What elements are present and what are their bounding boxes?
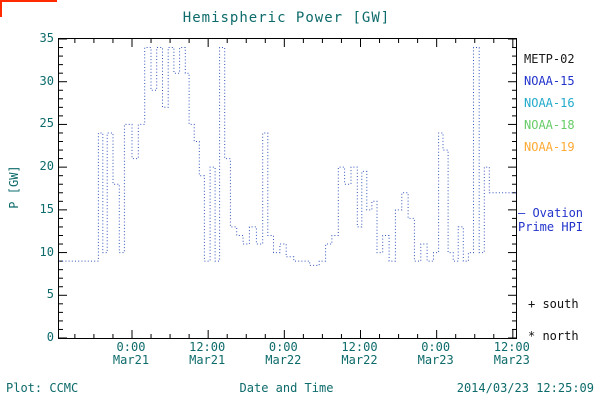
x-tick-time: 12:00 xyxy=(341,340,378,354)
hpi-step-line xyxy=(59,47,516,266)
satellite-legend: METP-02 NOAA-15 NOAA-16 NOAA-18 NOAA-19 xyxy=(524,48,575,158)
ovation-prime-note: — Ovation Prime HPI xyxy=(518,206,583,234)
y-tick-label: 35 xyxy=(39,31,54,45)
x-tick-time: 0:00 xyxy=(268,340,298,354)
y-tick-label: 15 xyxy=(39,201,54,216)
x-tick-time: 0:00 xyxy=(116,340,146,354)
y-tick-label: 20 xyxy=(39,159,54,174)
x-tick-date: Mar23 xyxy=(493,353,530,367)
x-tick-label: 12:00 Mar21 xyxy=(171,341,243,367)
generation-timestamp: 2014/03/23 12:25:09 xyxy=(456,381,594,395)
y-tick-label: 0 xyxy=(46,330,54,344)
corner-artifact-left xyxy=(0,0,2,17)
south-marker-note: + south xyxy=(528,297,579,311)
y-tick-label: 5 xyxy=(46,287,54,302)
legend-item-metp-02: METP-02 xyxy=(524,52,575,66)
y-tick-label: 10 xyxy=(39,244,54,259)
x-axis-title: Date and Time xyxy=(239,381,334,395)
plot-frame xyxy=(58,38,517,339)
y-tick-label: 25 xyxy=(39,116,54,131)
legend-item-noaa-18: NOAA-18 xyxy=(524,118,575,132)
y-axis-label: P [GW] xyxy=(7,165,21,209)
y-tick-label: 30 xyxy=(39,73,54,88)
legend-item-noaa-19: NOAA-19 xyxy=(524,140,575,154)
x-tick-time: 12:00 xyxy=(189,340,226,354)
x-tick-label: 12:00 Mar22 xyxy=(323,341,395,367)
north-marker-note: * north xyxy=(528,329,579,343)
x-tick-date: Mar22 xyxy=(265,353,302,367)
x-tick-label: 0:00 Mar22 xyxy=(247,341,319,367)
x-tick-date: Mar21 xyxy=(112,353,150,367)
ovation-note-line1: — Ovation xyxy=(518,206,584,220)
legend-item-noaa-16: NOAA-16 xyxy=(524,96,575,110)
x-tick-time: 12:00 xyxy=(493,340,530,354)
corner-artifact-top xyxy=(0,0,57,2)
plot-canvas xyxy=(59,39,516,338)
x-tick-time: 0:00 xyxy=(421,340,451,354)
x-tick-date: Mar22 xyxy=(341,353,378,367)
legend-item-noaa-15: NOAA-15 xyxy=(524,74,575,88)
x-tick-date: Mar23 xyxy=(417,353,454,367)
x-tick-label: 0:00 Mar21 xyxy=(95,341,167,367)
chart-title: Hemispheric Power [GW] xyxy=(182,10,391,26)
ovation-note-line2: Prime HPI xyxy=(518,220,584,234)
plot-source-label: Plot: CCMC xyxy=(6,381,79,395)
x-tick-date: Mar21 xyxy=(189,353,226,367)
x-tick-label: 12:00 Mar23 xyxy=(476,341,548,367)
x-tick-label: 0:00 Mar23 xyxy=(400,341,472,367)
